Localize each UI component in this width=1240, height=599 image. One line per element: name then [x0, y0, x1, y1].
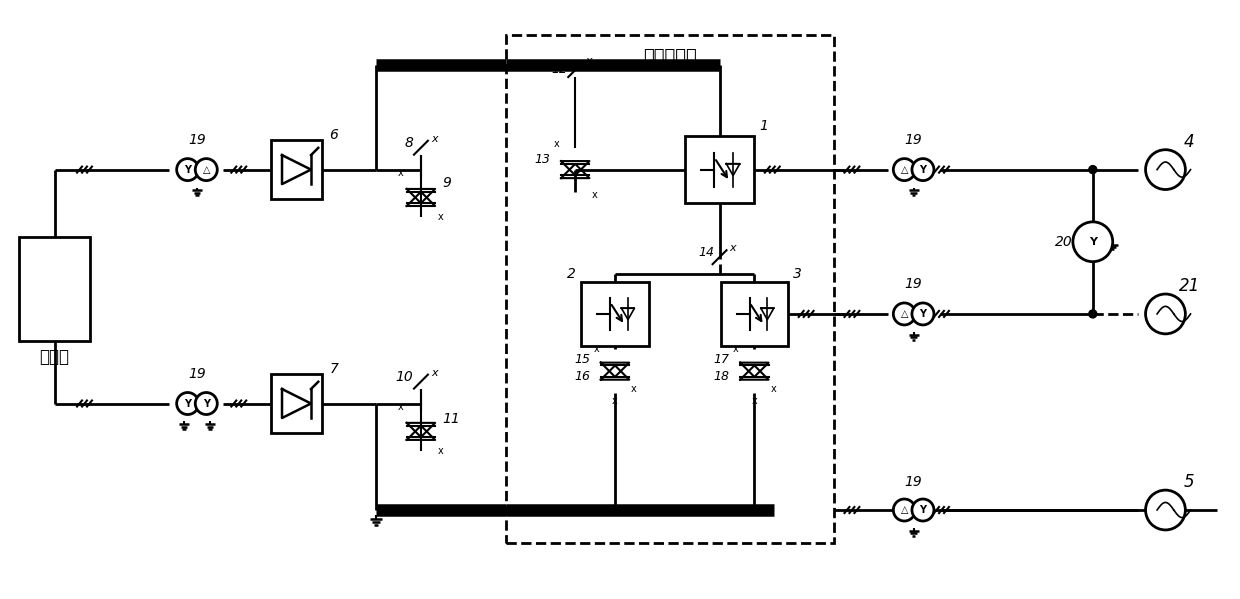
Text: x: x — [593, 344, 599, 354]
Text: x: x — [729, 243, 737, 253]
Text: △: △ — [900, 165, 908, 174]
Circle shape — [893, 303, 915, 325]
Text: 10: 10 — [396, 370, 413, 383]
Text: 19: 19 — [905, 475, 923, 489]
Text: 19: 19 — [188, 367, 206, 380]
Text: Y: Y — [919, 505, 926, 515]
Text: Y: Y — [185, 398, 191, 409]
Text: 4: 4 — [1184, 133, 1194, 151]
Bar — [720, 282, 789, 346]
Circle shape — [195, 159, 217, 181]
Circle shape — [1089, 166, 1096, 174]
Text: 6: 6 — [330, 128, 339, 142]
Text: Y: Y — [185, 165, 191, 174]
Circle shape — [176, 392, 198, 415]
Bar — [582, 282, 649, 346]
Text: x: x — [553, 139, 559, 149]
Circle shape — [1146, 150, 1185, 189]
Text: x: x — [631, 384, 637, 394]
Text: 20: 20 — [1055, 235, 1073, 249]
Text: Y: Y — [203, 398, 210, 409]
Text: x: x — [751, 396, 758, 406]
Bar — [19, 237, 91, 341]
Circle shape — [893, 499, 915, 521]
Text: x: x — [585, 56, 591, 66]
Text: x: x — [398, 401, 404, 412]
Text: x: x — [430, 368, 438, 377]
Text: 13: 13 — [534, 153, 551, 166]
Bar — [684, 136, 754, 204]
Text: 18: 18 — [713, 370, 729, 383]
Text: 9: 9 — [443, 176, 451, 189]
Circle shape — [195, 392, 217, 415]
Text: 5: 5 — [1184, 473, 1194, 491]
Bar — [506, 35, 835, 543]
Text: x: x — [733, 344, 738, 354]
Text: 3: 3 — [794, 267, 802, 280]
Text: x: x — [430, 134, 438, 144]
Text: 19: 19 — [905, 133, 923, 147]
Text: 14: 14 — [698, 246, 714, 259]
Text: x: x — [591, 190, 596, 201]
Text: x: x — [438, 213, 444, 222]
Text: △: △ — [202, 165, 210, 174]
Circle shape — [1146, 490, 1185, 530]
Circle shape — [1146, 294, 1185, 334]
Text: 7: 7 — [330, 362, 339, 376]
Circle shape — [893, 159, 915, 181]
Bar — [270, 374, 322, 433]
Text: 19: 19 — [188, 133, 206, 147]
Text: 1: 1 — [759, 119, 769, 133]
Text: 19: 19 — [905, 277, 923, 291]
Text: △: △ — [900, 505, 908, 515]
Text: 2: 2 — [568, 267, 577, 280]
Circle shape — [911, 499, 934, 521]
Bar — [270, 140, 322, 199]
Text: Y: Y — [919, 165, 926, 174]
Text: x: x — [770, 384, 776, 394]
Text: 16: 16 — [574, 370, 590, 383]
Text: x: x — [438, 446, 444, 456]
Text: x: x — [613, 396, 618, 406]
Text: Y: Y — [919, 309, 926, 319]
Text: 17: 17 — [713, 353, 729, 366]
Text: 级联换流阀: 级联换流阀 — [642, 48, 697, 66]
Text: Y: Y — [1089, 237, 1097, 247]
Text: 21: 21 — [1179, 277, 1200, 295]
Circle shape — [911, 159, 934, 181]
Text: 新能源: 新能源 — [40, 348, 69, 366]
Text: 11: 11 — [443, 413, 460, 426]
Text: △: △ — [900, 309, 908, 319]
Text: 15: 15 — [574, 353, 590, 366]
Text: 12: 12 — [552, 62, 567, 75]
Text: 8: 8 — [404, 136, 413, 150]
Circle shape — [911, 303, 934, 325]
Circle shape — [176, 159, 198, 181]
Text: x: x — [398, 168, 404, 177]
Circle shape — [1089, 310, 1096, 318]
Circle shape — [1073, 222, 1112, 262]
